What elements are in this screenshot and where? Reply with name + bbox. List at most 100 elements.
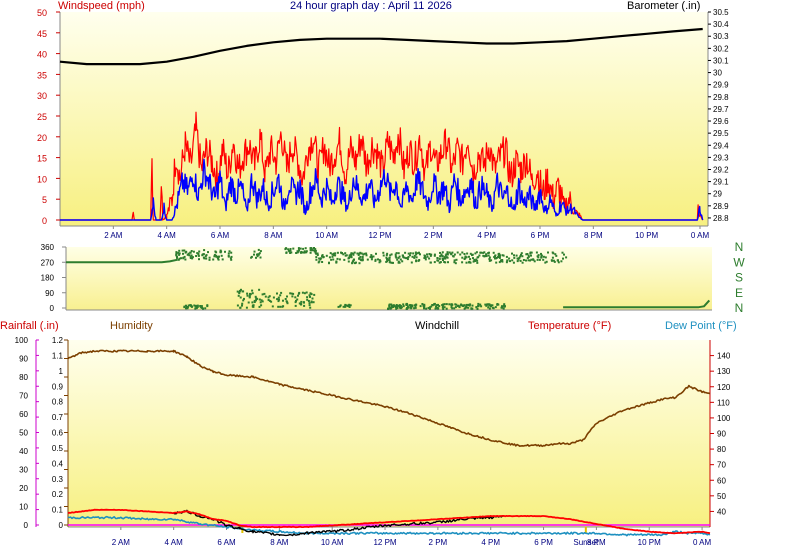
wind-direction-point — [563, 253, 565, 256]
humidity-y-tick-label: 0 — [24, 521, 29, 530]
wind-direction-point — [405, 302, 408, 305]
wind-direction-point — [453, 259, 456, 262]
wind-direction-point — [313, 247, 315, 249]
wind-direction-point — [310, 293, 313, 296]
wind-direction-point — [207, 251, 209, 254]
windchill-line — [173, 509, 504, 537]
wind-direction-point — [413, 307, 416, 310]
wind-direction-point — [353, 251, 356, 254]
wind-direction-point — [290, 292, 293, 295]
wind-direction-point — [399, 258, 402, 261]
temperature-y-tick-label: 100 — [717, 414, 731, 423]
wind-direction-point — [464, 257, 467, 260]
wind-direction-point — [280, 291, 283, 294]
wind-direction-point — [321, 255, 323, 258]
wind-direction-point — [297, 292, 300, 295]
wind-direction-point — [419, 253, 421, 256]
wind-direction-point — [186, 253, 189, 256]
wind-direction-point — [337, 305, 340, 308]
compass-label: N — [735, 240, 744, 254]
wind-direction-point — [488, 251, 490, 254]
barometer-y-tick-label: 30.2 — [713, 44, 729, 53]
wind-direction-point — [366, 258, 369, 261]
wind-direction-point — [297, 247, 300, 250]
wind-direction-point — [295, 252, 298, 254]
wind-direction-point — [300, 251, 302, 254]
wind-direction-point — [349, 304, 352, 307]
wind-direction-point — [250, 255, 253, 258]
wind-direction-point — [441, 255, 444, 258]
temperature-y-tick-label: 50 — [717, 492, 726, 501]
wind-direction-point — [192, 250, 195, 253]
wind-direction-point — [311, 249, 314, 252]
wind-direction-point — [429, 261, 432, 264]
wind-direction-point — [303, 250, 306, 253]
wind-direction-point — [375, 252, 377, 255]
wind-direction-point — [397, 304, 400, 307]
temperature-x-tick-label: 10 AM — [321, 538, 344, 547]
wind-y-tick-label: 35 — [37, 70, 47, 80]
wind-direction-point — [516, 257, 519, 260]
wind-direction-point — [398, 255, 401, 258]
wind-direction-point — [482, 251, 485, 254]
wind-direction-point — [217, 255, 220, 258]
rainfall-y-tick-label: 0.9 — [52, 382, 64, 391]
wind-direction-point — [219, 249, 222, 252]
wind-direction-point — [458, 306, 461, 309]
wind-direction-point — [509, 260, 511, 263]
humidity-y-tick-label: 60 — [19, 410, 28, 419]
wind-direction-point — [362, 253, 365, 256]
wind-direction-point — [256, 297, 259, 300]
wind-direction-point — [298, 249, 300, 252]
wind-direction-point — [453, 253, 456, 256]
wind-direction-point — [251, 305, 254, 308]
wind-direction-point — [488, 307, 491, 310]
barometer-y-tick-label: 29.1 — [713, 178, 729, 187]
wind-direction-point — [347, 304, 350, 307]
wind-direction-point — [177, 258, 180, 261]
wind-direction-point — [465, 303, 468, 306]
wind-direction-point — [482, 254, 485, 257]
wind-direction-point — [445, 303, 448, 306]
wind-direction-point — [388, 261, 391, 264]
barometer-axis-title: Barometer (.in) — [627, 0, 700, 12]
wind-direction-point — [463, 304, 466, 307]
wind-direction-point — [219, 251, 222, 254]
wind-direction-point — [213, 253, 216, 256]
wind-direction-point — [340, 252, 343, 255]
wind-direction-point — [483, 251, 486, 254]
wind-direction-point — [513, 256, 516, 259]
barometer-y-tick-label: 30 — [713, 69, 722, 78]
wind-direction-point — [279, 305, 282, 308]
wind-y-tick-label: 25 — [37, 112, 47, 122]
wind-direction-point — [212, 258, 215, 261]
temperature-y-tick-label: 130 — [717, 367, 731, 376]
wind-direction-point — [472, 257, 474, 260]
wind-direction-point — [519, 259, 522, 262]
wind-direction-point — [397, 261, 400, 264]
wind-direction-point — [498, 256, 501, 259]
wind-direction-point — [427, 307, 430, 309]
wind-direction-point — [402, 305, 405, 308]
wind-direction-point — [295, 299, 297, 302]
wind-direction-point — [442, 308, 445, 310]
wind-direction-point — [423, 307, 425, 310]
wind-direction-point — [277, 296, 280, 299]
wind-direction-point — [308, 304, 311, 307]
wind-direction-point — [294, 296, 297, 299]
wind-direction-point — [476, 308, 479, 310]
wind-direction-point — [243, 297, 245, 300]
wind-direction-point — [426, 255, 429, 258]
wind-direction-point — [342, 253, 345, 256]
wind-direction-point — [386, 259, 389, 261]
wind-direction-point — [332, 252, 335, 255]
wind-direction-point — [230, 255, 233, 258]
wind-direction-point — [448, 303, 451, 306]
wind-direction-point — [302, 247, 305, 250]
wind-direction-point — [516, 260, 519, 263]
wind-direction-point — [259, 301, 262, 304]
wind-direction-point — [203, 257, 206, 260]
wind-direction-point — [315, 256, 318, 259]
temperature-y-tick-label: 110 — [717, 398, 730, 407]
